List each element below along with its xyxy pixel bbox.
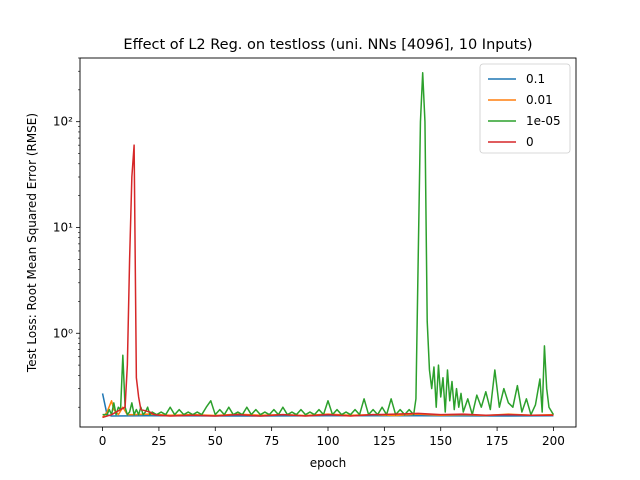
x-axis: 0 25 50 75 100 125 150 175 200 [99,427,565,448]
x-tick-label: 0 [99,434,107,448]
y-tick-label: 10⁰ [53,326,73,340]
series-line-0 [102,144,554,419]
y-axis: 10⁰ 10¹ 10² [53,57,80,408]
x-tick-label: 75 [264,434,279,448]
x-tick-label: 100 [317,434,340,448]
x-tick-label: 50 [208,434,223,448]
y-tick-label: 10² [53,115,73,129]
y-tick-label: 10¹ [53,220,73,234]
x-tick-label: 150 [429,434,452,448]
legend-box [479,63,571,154]
series-layer [101,72,555,419]
x-tick-label: 175 [486,434,509,448]
legend: 0.1 0.01 1e-05 0 [479,63,571,154]
x-tick-label: 25 [151,434,166,448]
x-tick-label: 200 [542,434,565,448]
legend-label: 1e-05 [526,114,561,128]
legend-label: 0.01 [526,93,553,107]
x-tick-label: 125 [373,434,396,448]
legend-label: 0.1 [526,72,545,86]
y-axis-label: Test Loss: Root Mean Squared Error (RMSE… [25,113,39,373]
chart-title: Effect of L2 Reg. on testloss (uni. NNs … [123,37,532,53]
x-axis-label: epoch [310,456,347,470]
legend-label: 0 [526,135,534,149]
plot-area: 0 25 50 75 100 125 150 175 200 10⁰ 10¹ 10² [53,57,577,448]
